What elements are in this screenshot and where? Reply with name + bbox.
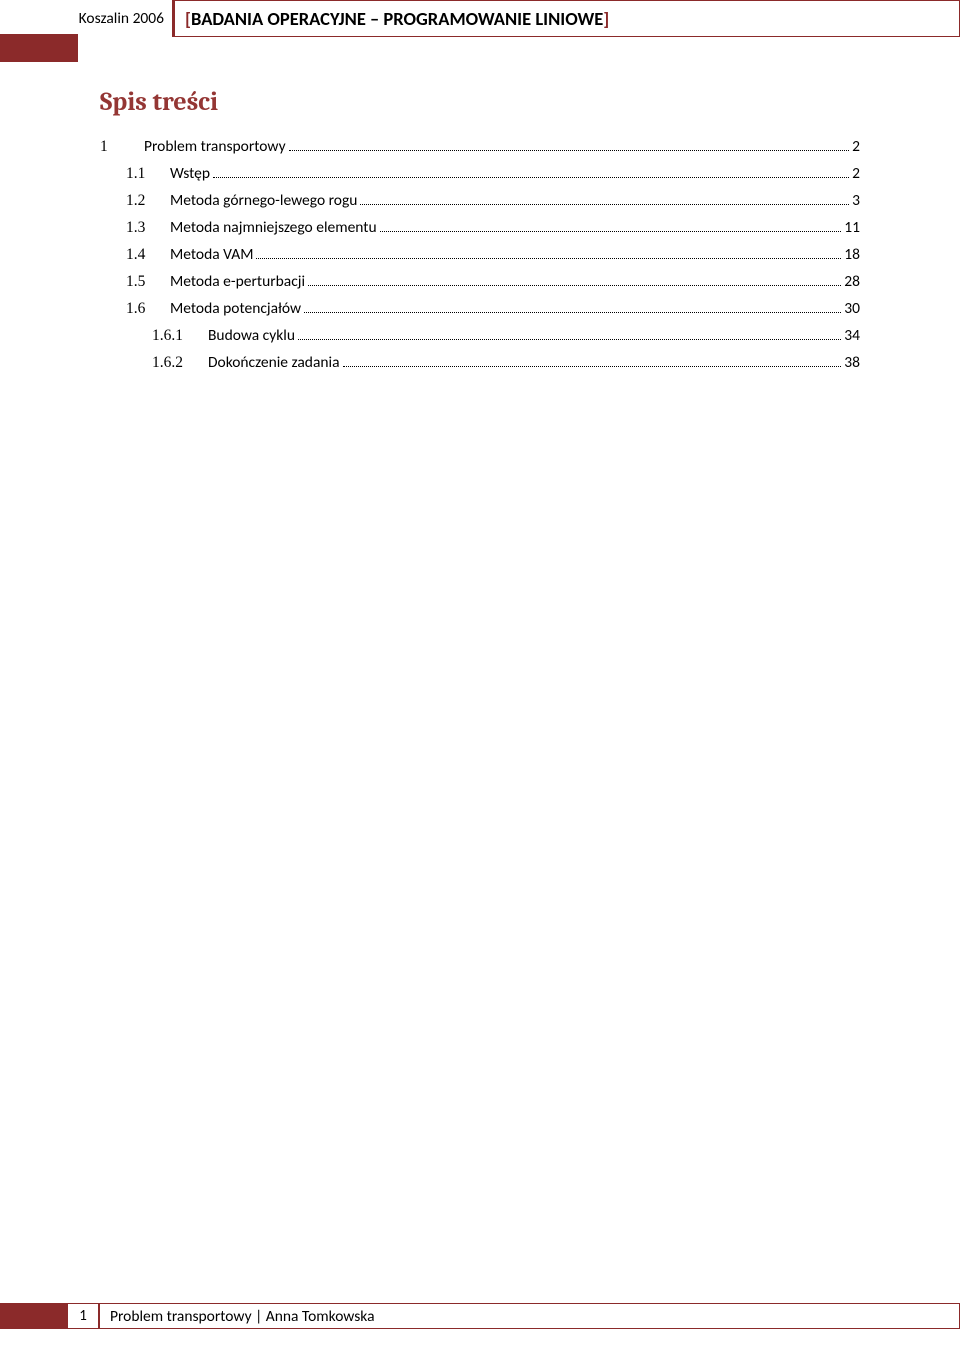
- toc-entry-label: Budowa cyklu: [208, 326, 295, 345]
- toc-entry-page: 2: [852, 137, 860, 156]
- toc-entry-leader-dots: [213, 177, 849, 178]
- toc-entry-leader-dots: [360, 204, 849, 205]
- content-area: Spis treści 1Problem transportowy21.1Wst…: [0, 87, 960, 372]
- header-title-text: BADANIA OPERACYJNE – PROGRAMOWANIE LINIO…: [191, 7, 603, 30]
- toc-entry-leader-dots: [298, 339, 841, 340]
- toc-entry-page: 11: [844, 218, 860, 237]
- toc-entry: 1.5Metoda e-perturbacji 28: [100, 272, 860, 291]
- toc-entry-number: 1: [100, 138, 144, 156]
- toc-entry-label: Metoda VAM: [170, 245, 253, 264]
- page-header: Koszalin 2006 [BADANIA OPERACYJNE – PROG…: [0, 0, 960, 37]
- header-accent-strip: [0, 34, 78, 62]
- toc-entry: 1.6.1Budowa cyklu 34: [100, 326, 860, 345]
- toc-list: 1Problem transportowy21.1Wstęp21.2Metoda…: [100, 137, 860, 372]
- toc-entry-label: Dokończenie zadania: [208, 353, 340, 372]
- toc-entry-label: Metoda górnego-lewego rogu: [170, 191, 357, 210]
- toc-entry-number: 1.4: [126, 246, 170, 264]
- toc-entry-page: 30: [844, 299, 860, 318]
- toc-entry-number: 1.2: [126, 192, 170, 210]
- toc-entry-page: 18: [844, 245, 860, 264]
- toc-entry-page: 2: [852, 164, 860, 183]
- toc-title: Spis treści: [100, 87, 860, 117]
- page-footer: 1 Problem transportowy | Anna Tomkowska: [0, 1303, 960, 1329]
- toc-entry-page: 34: [844, 326, 860, 345]
- header-close-bracket: ]: [603, 7, 609, 30]
- toc-entry-leader-dots: [256, 258, 841, 259]
- toc-entry-leader-dots: [343, 366, 842, 367]
- footer-accent-strip: [0, 1303, 68, 1329]
- footer-page-number: 1: [68, 1303, 98, 1329]
- toc-entry: 1.6Metoda potencjałów 30: [100, 299, 860, 318]
- toc-entry: 1.3Metoda najmniejszego elementu 11: [100, 218, 860, 237]
- toc-entry-label: Metoda potencjałów: [170, 299, 301, 318]
- toc-entry-page: 28: [844, 272, 860, 291]
- toc-entry-page: 38: [844, 353, 860, 372]
- toc-entry-number: 1.3: [126, 219, 170, 237]
- page: Koszalin 2006 [BADANIA OPERACYJNE – PROG…: [0, 0, 960, 1353]
- toc-entry-page: 3: [852, 191, 860, 210]
- toc-entry: 1.4Metoda VAM 18: [100, 245, 860, 264]
- toc-entry-number: 1.6: [126, 300, 170, 318]
- toc-entry: 1.2Metoda górnego-lewego rogu 3: [100, 191, 860, 210]
- header-title: [BADANIA OPERACYJNE – PROGRAMOWANIE LINI…: [175, 0, 960, 37]
- toc-entry: 1.6.2Dokończenie zadania 38: [100, 353, 860, 372]
- toc-entry-label: Metoda e-perturbacji: [170, 272, 305, 291]
- header-left-text: Koszalin 2006: [79, 9, 164, 28]
- toc-entry: 1Problem transportowy 2: [100, 137, 860, 156]
- toc-entry-leader-dots: [289, 150, 850, 151]
- toc-entry-leader-dots: [380, 231, 842, 232]
- toc-entry-number: 1.1: [126, 165, 170, 183]
- toc-entry-label: Metoda najmniejszego elementu: [170, 218, 377, 237]
- footer-text: Problem transportowy | Anna Tomkowska: [100, 1303, 960, 1329]
- toc-entry-label: Wstęp: [170, 164, 210, 183]
- toc-entry-number: 1.5: [126, 273, 170, 291]
- header-left-cell: Koszalin 2006: [0, 0, 175, 37]
- toc-entry: 1.1Wstęp 2: [100, 164, 860, 183]
- toc-entry-label: Problem transportowy: [144, 137, 286, 156]
- toc-entry-leader-dots: [308, 285, 841, 286]
- toc-entry-number: 1.6.2: [152, 354, 208, 372]
- toc-entry-number: 1.6.1: [152, 327, 208, 345]
- toc-entry-leader-dots: [304, 312, 841, 313]
